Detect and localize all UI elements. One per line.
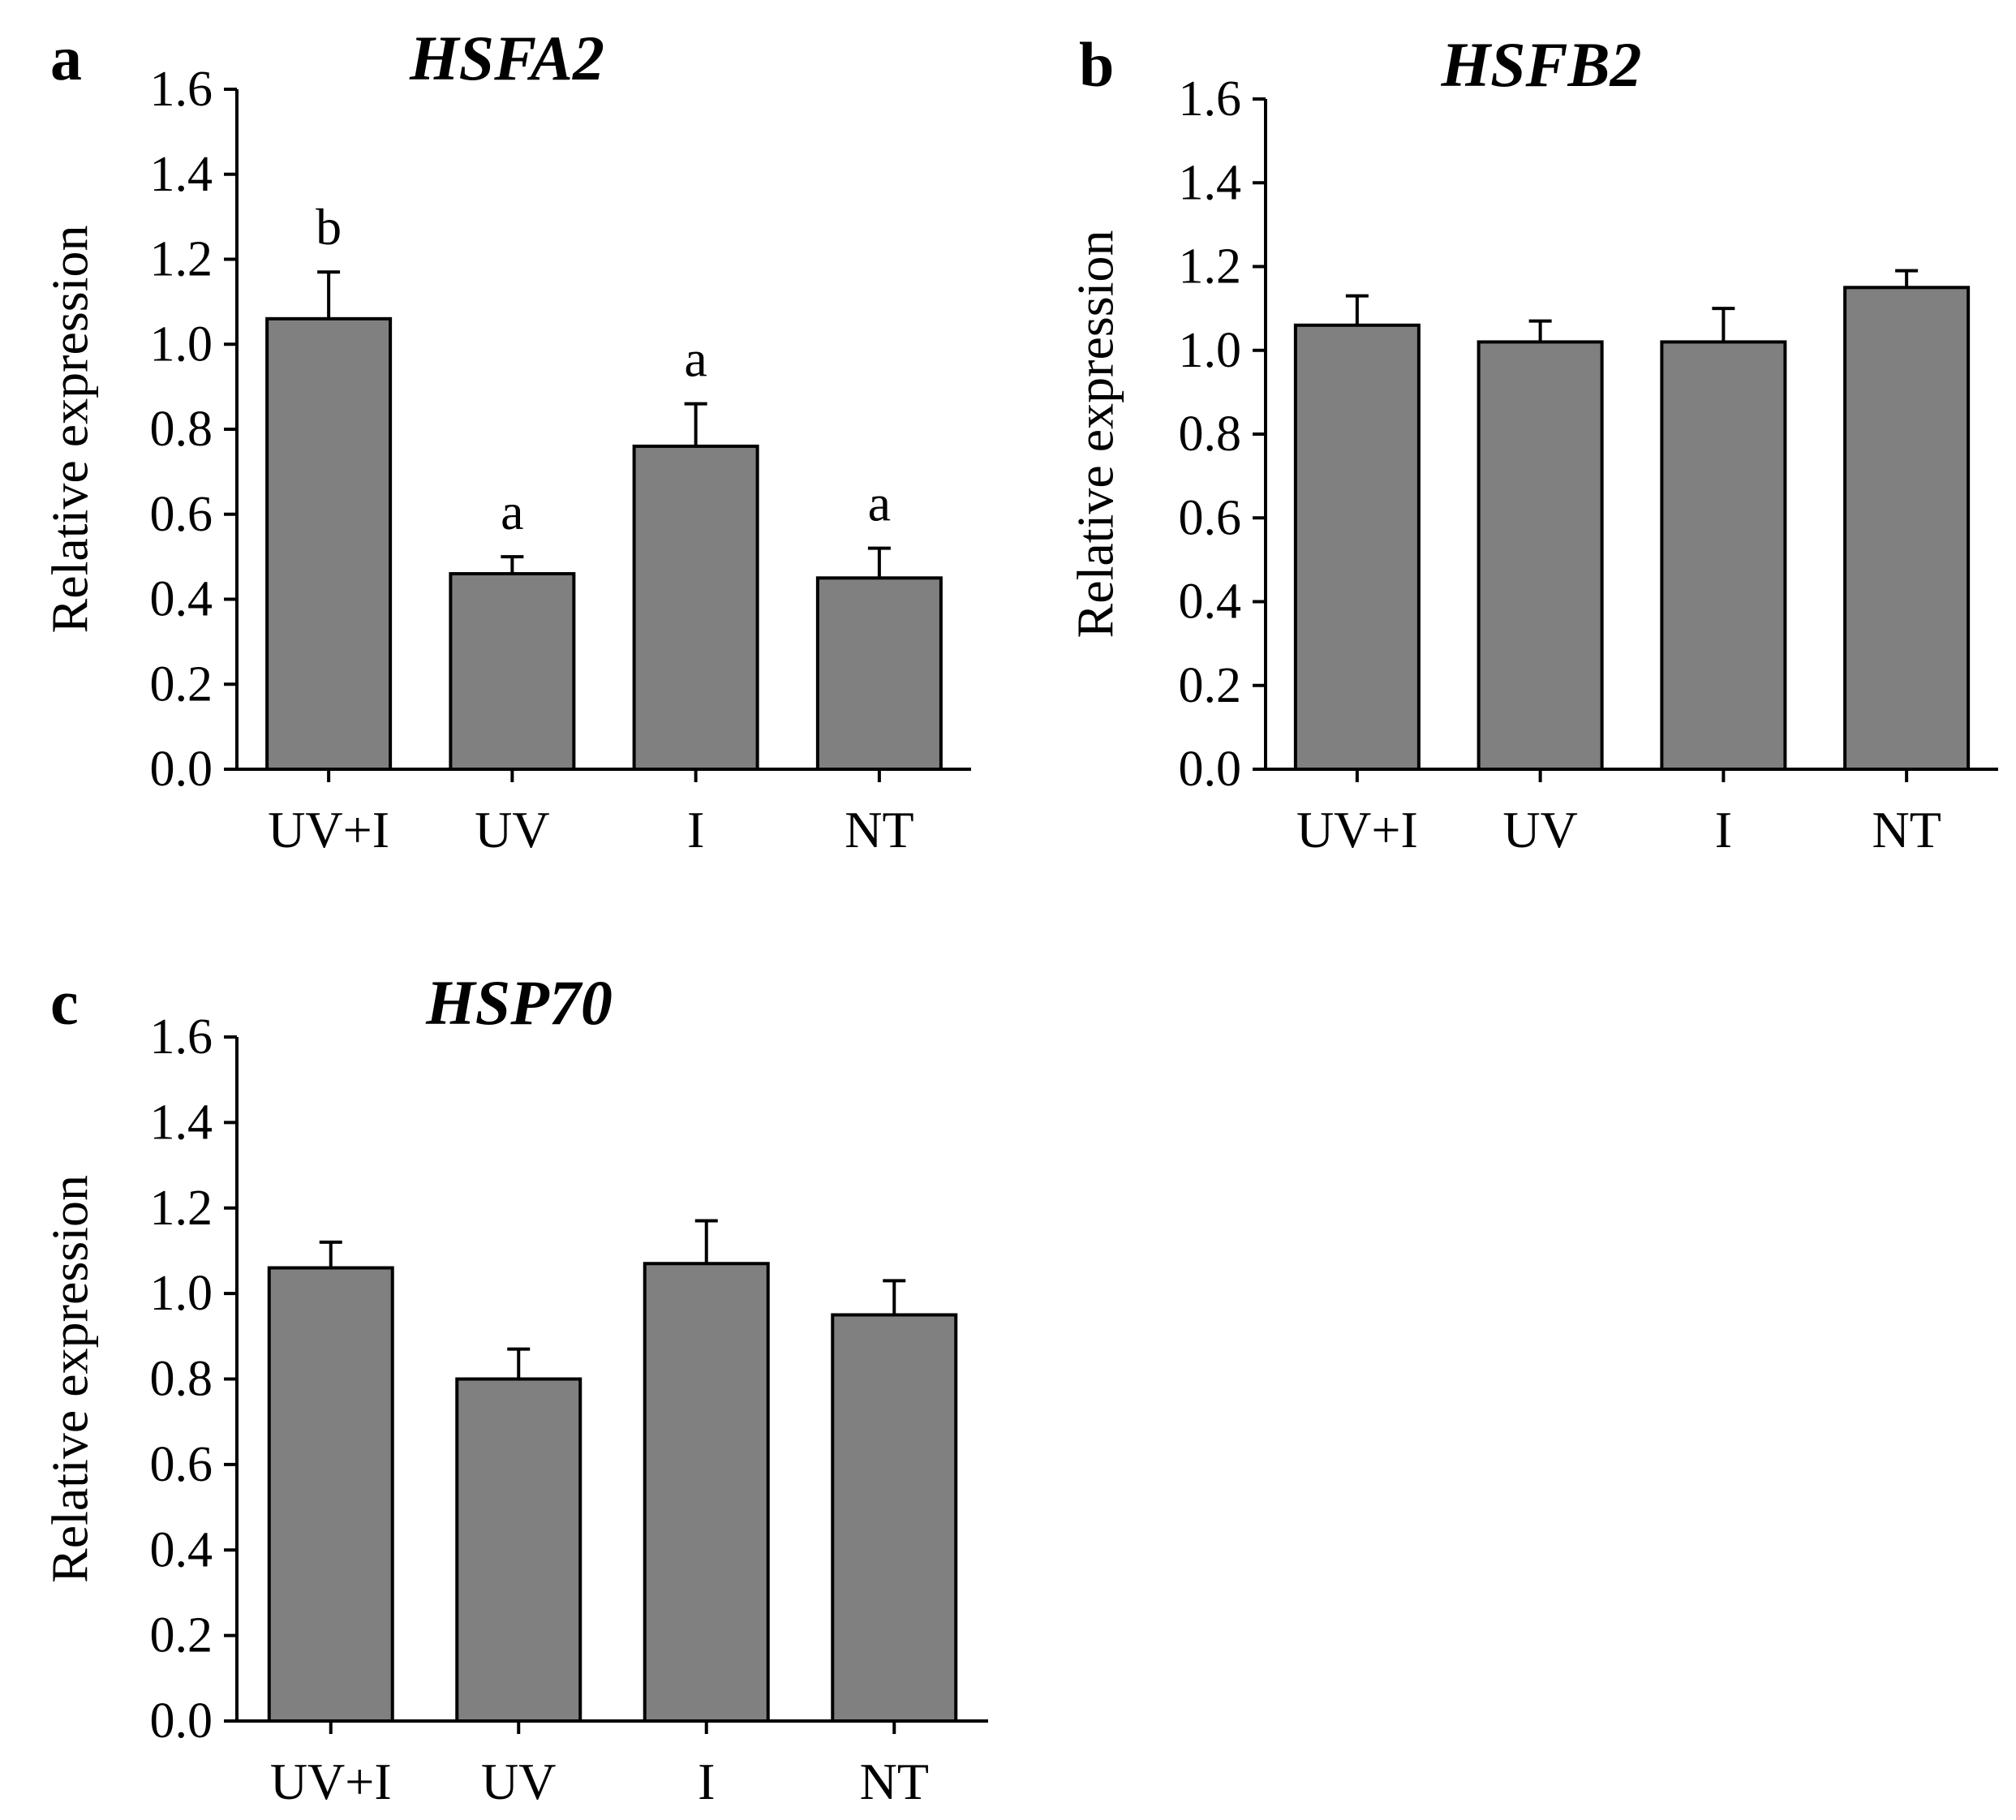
y-tick-label: 0.4: [150, 1522, 213, 1577]
bar-nt: [831, 1313, 958, 1723]
bar-uv-i: [267, 1266, 394, 1723]
x-category-label: UV: [481, 1753, 556, 1810]
y-tick-label: 0.0: [150, 742, 213, 797]
y-tick-label: 1.6: [150, 62, 213, 117]
y-tick-label: 1.0: [1179, 323, 1242, 378]
panel-c: c HSP70 Relative expression 0.0 0.2 0.4 0.6 0.8…: [41, 967, 988, 1810]
x-category-label: UV+I: [270, 1753, 392, 1810]
y-axis-label: Relative expression: [1067, 230, 1124, 639]
y-tick-label: 0.8: [1179, 407, 1242, 462]
y-tick-label: 1.4: [1179, 155, 1242, 210]
bar-uv: [449, 572, 576, 772]
significance-letter: a: [684, 330, 707, 388]
bar-nt: [1843, 286, 1971, 771]
panel-letter: b: [1079, 29, 1114, 100]
bar-uv-i: [265, 316, 393, 771]
y-tick-label: 0.2: [150, 656, 213, 712]
bar-uv: [1477, 340, 1604, 771]
y-tick-label: 1.2: [150, 1181, 213, 1236]
y-tick-label: 0.4: [1179, 574, 1242, 630]
x-category-label: UV+I: [268, 801, 389, 858]
y-tick-label: 1.2: [1179, 239, 1242, 295]
significance-letter: a: [501, 483, 523, 540]
x-category-label: UV: [1502, 801, 1577, 858]
y-tick-label: 0.2: [1179, 658, 1242, 713]
bar-uv-i: [1293, 323, 1421, 771]
y-axis-label: Relative expression: [41, 226, 99, 634]
y-tick-label: 0.0: [1179, 742, 1242, 797]
chart-title: HSP70: [425, 967, 613, 1038]
y-tick-label: 1.0: [150, 1266, 213, 1321]
y-axis-label: Relative expression: [41, 1175, 99, 1583]
y-tick-label: 0.6: [150, 1437, 213, 1492]
y-tick-label: 0.0: [150, 1693, 213, 1749]
y-tick-label: 0.2: [150, 1608, 213, 1663]
y-tick-label: 1.4: [150, 1095, 213, 1150]
significance-letter: b: [316, 198, 342, 256]
x-category-label: I: [1715, 801, 1732, 858]
panel-b: b HSFB2 Relative expression 0.0 0.2 0.4 0.6 0.8…: [1067, 29, 1998, 858]
panel-letter: c: [50, 967, 79, 1038]
bar-i: [643, 1262, 770, 1723]
chart-title: HSFB2: [1440, 29, 1641, 100]
y-tick-label: 1.4: [150, 147, 213, 202]
y-tick-label: 1.2: [150, 232, 213, 287]
x-category-label: I: [698, 1753, 715, 1810]
significance-letter: a: [868, 475, 891, 532]
y-tick-label: 0.6: [150, 487, 213, 542]
x-category-label: NT: [1872, 801, 1941, 858]
x-category-label: UV+I: [1296, 801, 1418, 858]
bar-i: [632, 444, 759, 771]
y-tick-label: 1.6: [150, 1009, 213, 1065]
bar-i: [1660, 340, 1787, 771]
y-tick-label: 1.6: [1179, 71, 1242, 127]
y-tick-label: 0.4: [150, 572, 213, 627]
y-tick-label: 0.6: [1179, 490, 1242, 545]
y-tick-label: 1.0: [150, 316, 213, 372]
panel-letter: a: [50, 23, 82, 93]
x-category-label: UV: [475, 801, 549, 858]
x-category-label: I: [687, 801, 704, 858]
y-tick-label: 0.8: [150, 402, 213, 457]
chart-title: HSFA2: [409, 23, 604, 93]
y-tick-label: 0.8: [150, 1352, 213, 1407]
x-category-label: NT: [860, 1753, 929, 1810]
bar-uv: [455, 1377, 582, 1723]
x-category-label: NT: [845, 801, 913, 858]
panel-a: a HSFA2 Relative expression 0.0 0.2 0.4 0.6 0.8…: [41, 23, 971, 858]
bar-nt: [815, 576, 943, 771]
